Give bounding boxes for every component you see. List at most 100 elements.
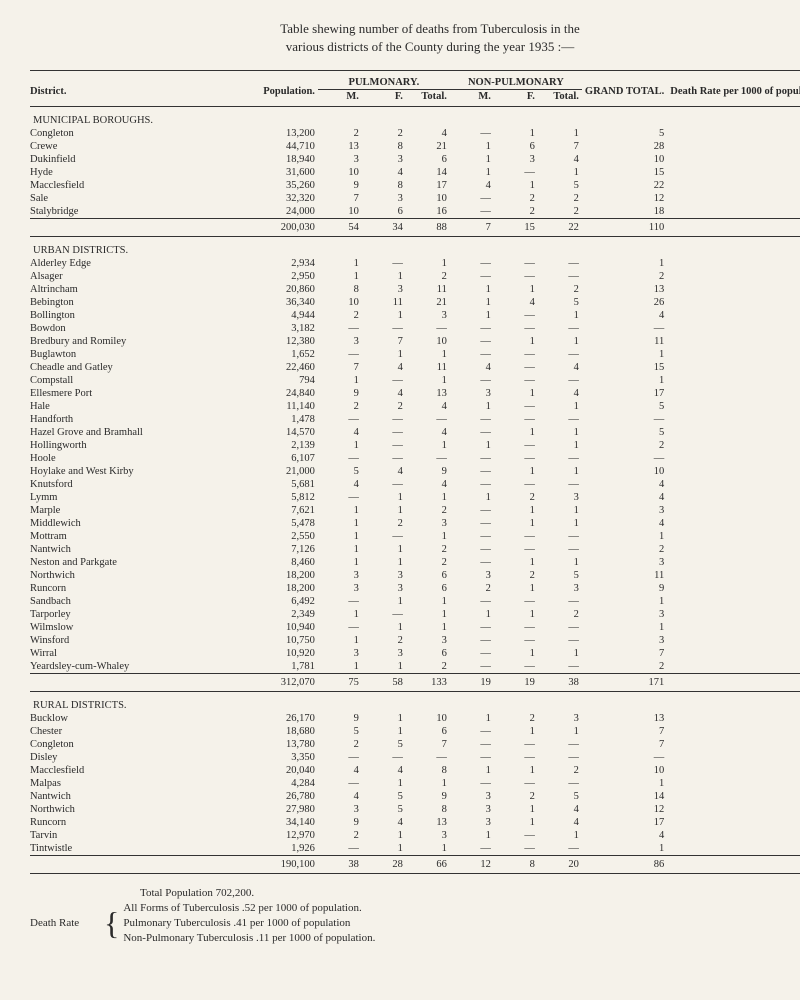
cell: — [582,452,667,465]
cell: Hoylake and West Kirby [30,465,260,478]
cell: 12 [582,192,667,205]
cell: 3 [450,803,494,816]
cell: 36,340 [260,296,318,309]
cell [667,166,800,179]
subtotal-row: 190,1003828661282086.45 [30,856,800,874]
cell [667,725,800,738]
cell: Wilmslow [30,621,260,634]
cell: 2 [318,309,362,322]
cell: 2 [538,205,582,219]
cell: — [318,322,362,335]
cell [667,634,800,647]
cell: 2 [494,491,538,504]
cell: 5 [582,426,667,439]
cell: 10 [582,153,667,166]
cell: Northwich [30,803,260,816]
table-row: Disley3,350——————— [30,751,800,764]
cell: Marple [30,504,260,517]
table-title: Table shewing number of deaths from Tube… [30,20,800,56]
cell: 13 [406,387,450,400]
cell [667,296,800,309]
cell: Hyde [30,166,260,179]
cell: — [538,530,582,543]
cell [667,257,800,270]
cell: 2 [494,192,538,205]
subtotal-cell: 38 [318,856,362,874]
cell: 44,710 [260,140,318,153]
cell [667,491,800,504]
cell: 4 [538,361,582,374]
cell: 8 [362,140,406,153]
cell [667,608,800,621]
col-population: Population. [260,71,318,107]
cell [667,192,800,205]
cell: 3 [318,647,362,660]
cell: 1 [538,309,582,322]
cell: 1 [318,660,362,674]
cell: 1,781 [260,660,318,674]
cell: 1 [362,595,406,608]
cell: 3 [362,153,406,166]
table-row: Yeardsley-cum-Whaley1,781112———2 [30,660,800,674]
table-row: Hale11,1402241—15 [30,400,800,413]
cell: 1 [538,166,582,179]
cell: — [538,842,582,856]
cell: 2 [494,790,538,803]
cell: 1 [318,504,362,517]
cell: Lymm [30,491,260,504]
cell: 4 [406,478,450,491]
cell: 1 [450,140,494,153]
cell [667,465,800,478]
subtotal-cell: 19 [450,674,494,692]
subtotal-cell: 171 [582,674,667,692]
cell: Hollingworth [30,439,260,452]
section-heading: URBAN DISTRICTS. [30,237,800,258]
cell: 4 [362,764,406,777]
cell [667,738,800,751]
cell: Bebington [30,296,260,309]
cell: Cheadle and Gatley [30,361,260,374]
subtotal-cell: 20 [538,856,582,874]
cell: 1 [582,621,667,634]
cell: 1 [494,335,538,348]
subtotal-row: 312,0707558133191938171.55 [30,674,800,692]
cell: 18 [582,205,667,219]
cell: — [450,322,494,335]
subtotal-cell [30,856,260,874]
cell: 3 [582,504,667,517]
cell: — [494,439,538,452]
cell: Tarvin [30,829,260,842]
cell [667,751,800,764]
cell: 4 [538,387,582,400]
cell: 4 [582,517,667,530]
subtotal-cell: 7 [450,219,494,237]
cell: 10 [318,205,362,219]
cell: — [406,452,450,465]
cell [667,205,800,219]
cell: 3 [362,582,406,595]
cell: 2 [318,738,362,751]
cell: 1 [450,283,494,296]
cell: 2 [318,127,362,140]
table-row: Middlewich5,478123—114 [30,517,800,530]
cell: 4,944 [260,309,318,322]
cell: — [582,751,667,764]
cell: — [494,751,538,764]
cell [667,439,800,452]
cell: 7 [582,647,667,660]
cell: 31,600 [260,166,318,179]
cell: — [318,842,362,856]
cell: 1 [362,491,406,504]
cell: Dukinfield [30,153,260,166]
cell: 2 [406,504,450,517]
table-row: Northwich27,98035831412 [30,803,800,816]
cell: 4 [450,361,494,374]
cell: 27,980 [260,803,318,816]
cell: — [450,530,494,543]
cell [667,153,800,166]
cell: 7,126 [260,543,318,556]
cell: 1 [538,127,582,140]
cell: — [538,621,582,634]
cell: — [494,413,538,426]
cell: 13,200 [260,127,318,140]
